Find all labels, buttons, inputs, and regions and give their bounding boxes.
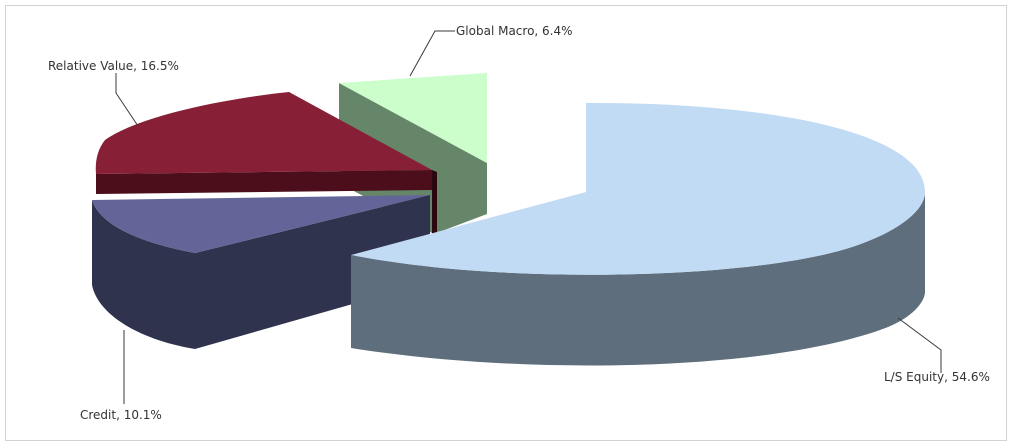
leader-line-global-macro: [409, 30, 455, 77]
slice-credit-side-front: [195, 195, 430, 349]
slice-credit: [92, 195, 430, 349]
slice-ls-equity-side: [351, 192, 925, 366]
slice-ls-equity: [351, 102, 925, 366]
leader-line-ls-equity: [897, 317, 942, 373]
slice-relative-value-top: [95, 92, 433, 174]
data-label-credit: Credit, 10.1%: [80, 408, 162, 422]
data-label-global-macro: Global Macro, 6.4%: [456, 24, 573, 38]
leader-line-relative-value: [115, 73, 139, 127]
slice-relative-value: [95, 92, 437, 234]
slice-global-macro-top: [339, 73, 487, 163]
slice-credit-top: [92, 195, 430, 253]
data-label-relative-value: Relative Value, 16.5%: [48, 59, 179, 73]
data-label-ls-equity: L/S Equity, 54.6%: [884, 370, 990, 384]
slice-relative-value-front: [96, 170, 432, 194]
slice-relative-value-right: [432, 170, 437, 234]
slice-credit-side-left: [92, 200, 195, 349]
slice-ls-equity-top: [351, 102, 925, 275]
